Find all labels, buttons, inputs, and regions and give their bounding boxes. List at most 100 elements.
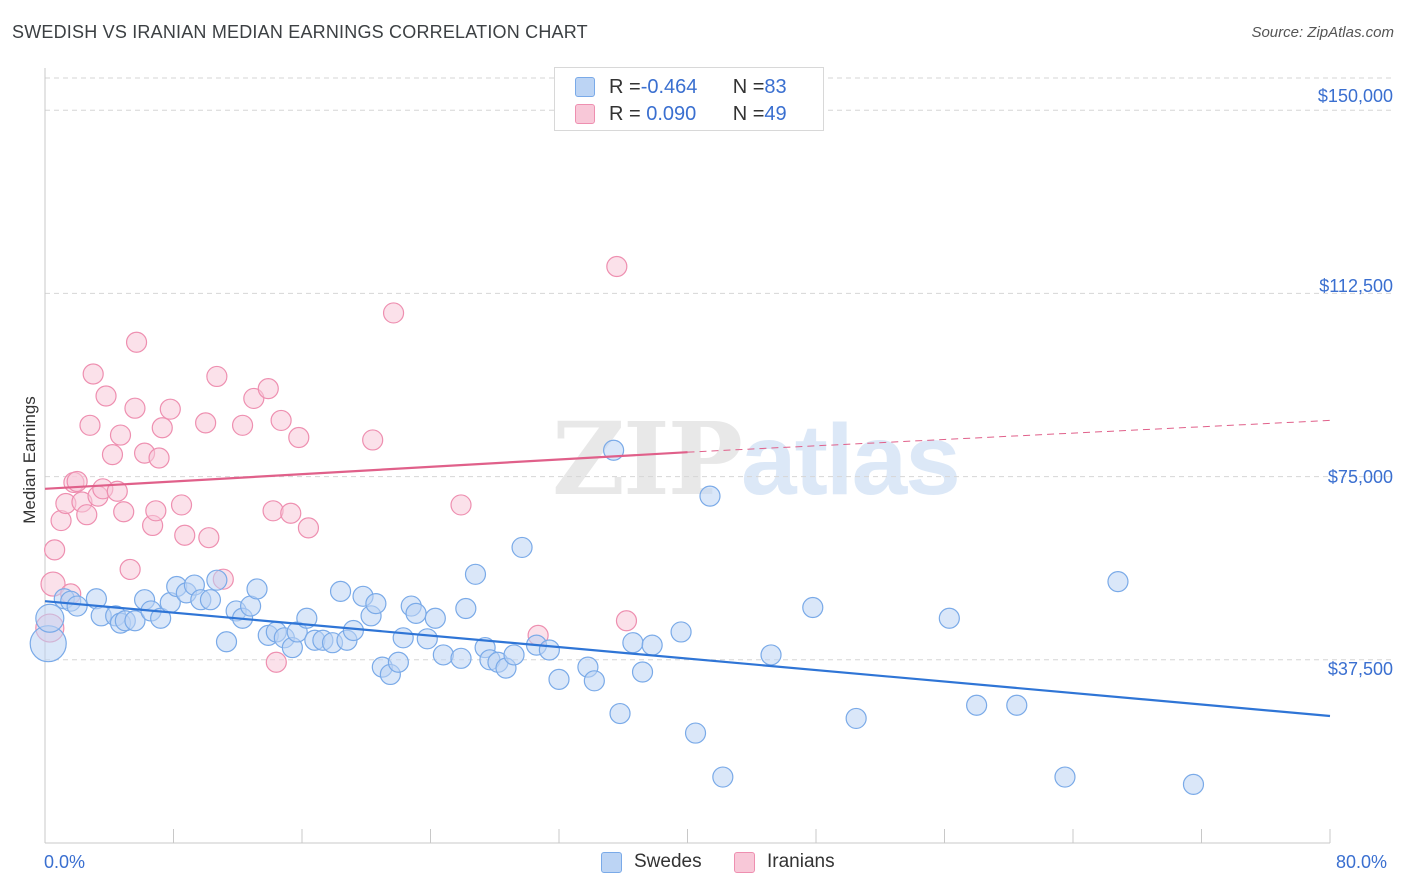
point-iranians — [382, 302, 405, 324]
point-swedes — [1107, 571, 1129, 593]
point-iranians — [170, 494, 193, 516]
point-iranians — [159, 398, 181, 420]
point-iranians — [615, 610, 638, 632]
legend-label-swedes: Swedes — [634, 851, 702, 872]
source-label: Source: ZipAtlas.com — [1251, 24, 1394, 41]
legend-row-swedes: R = -0.464 N = 83 — [575, 74, 787, 100]
point-iranians — [151, 417, 173, 439]
point-iranians — [206, 365, 228, 388]
point-swedes — [938, 607, 960, 629]
r-label: R = — [609, 75, 641, 98]
point-iranians — [66, 470, 88, 493]
point-swedes — [387, 651, 409, 673]
point-swedes — [206, 569, 228, 591]
point-iranians — [125, 331, 148, 353]
point-iranians — [101, 444, 124, 466]
point-iranians — [82, 363, 104, 385]
x-tick-label-max: 80.0% — [1336, 852, 1388, 872]
point-iranians — [288, 426, 310, 449]
point-swedes — [35, 603, 65, 633]
n-label: N = — [732, 102, 765, 125]
point-swedes — [150, 607, 172, 629]
legend-label-iranians: Iranians — [767, 851, 835, 872]
point-iranians — [231, 414, 254, 436]
point-iranians — [109, 424, 132, 446]
point-swedes — [684, 722, 707, 744]
point-iranians — [280, 502, 302, 524]
point-iranians — [606, 255, 628, 278]
point-swedes — [760, 644, 782, 666]
y-tick-label: $112,500 — [1319, 276, 1393, 296]
bottom-legend: Swedes Iranians — [0, 851, 1406, 877]
legend-row-iranians: R = 0.090 N = 49 — [575, 101, 787, 127]
point-swedes — [538, 639, 560, 661]
point-swedes — [511, 536, 533, 559]
point-iranians — [362, 429, 384, 451]
point-swedes — [622, 632, 644, 654]
point-swedes — [455, 597, 477, 620]
point-swedes — [583, 670, 605, 692]
point-iranians — [95, 385, 117, 407]
x-tick-label-min: 0.0% — [44, 852, 86, 872]
point-iranians — [262, 500, 284, 522]
point-iranians — [76, 504, 98, 526]
point-swedes — [631, 661, 654, 683]
legend-swatch-swedes — [601, 851, 622, 873]
point-iranians — [145, 500, 167, 522]
y-tick-label: $37,500 — [1327, 659, 1393, 679]
legend-item-iranians: Iranians — [734, 851, 835, 873]
point-swedes — [609, 702, 631, 725]
point-swedes — [845, 707, 867, 730]
y-tick-label: $75,000 — [1327, 467, 1393, 487]
point-swedes — [365, 593, 387, 615]
n-value-iranians: 49 — [764, 102, 787, 125]
point-swedes — [1054, 766, 1076, 788]
point-swedes — [699, 485, 721, 507]
point-swedes — [124, 610, 146, 632]
swatch-swedes — [575, 77, 595, 97]
point-iranians — [270, 409, 292, 432]
legend-swatch-iranians — [734, 851, 755, 873]
point-iranians — [198, 527, 220, 549]
point-iranians — [124, 397, 146, 419]
trend-line-swedes — [44, 600, 1331, 718]
point-iranians — [113, 501, 135, 523]
point-swedes — [424, 607, 446, 629]
point-swedes — [712, 766, 734, 788]
point-swedes — [548, 668, 570, 690]
point-iranians — [450, 494, 472, 516]
r-value-swedes: -0.464 — [640, 75, 698, 98]
y-tick-label: $150,000 — [1317, 86, 1393, 106]
point-swedes — [246, 578, 268, 600]
point-swedes — [416, 628, 438, 650]
n-value-swedes: 83 — [764, 75, 787, 98]
point-iranians — [297, 517, 320, 539]
trend-line-iranians-extension — [687, 419, 1331, 453]
point-swedes — [66, 595, 88, 617]
r-value-iranians: 0.090 — [640, 102, 697, 125]
point-swedes — [464, 563, 487, 585]
point-iranians — [148, 447, 170, 469]
point-swedes — [670, 621, 692, 643]
point-swedes — [1182, 773, 1205, 795]
point-iranians — [265, 651, 287, 673]
point-iranians — [106, 480, 128, 502]
point-swedes — [215, 631, 238, 653]
point-swedes — [1006, 694, 1028, 716]
point-swedes — [432, 644, 454, 666]
swatch-iranians — [575, 104, 595, 124]
point-swedes — [641, 634, 663, 656]
chart-title: SWEDISH VS IRANIAN MEDIAN EARNINGS CORRE… — [12, 22, 588, 42]
point-swedes — [342, 619, 364, 642]
point-iranians — [119, 558, 141, 581]
point-iranians — [195, 412, 217, 434]
point-swedes — [199, 589, 222, 611]
r-label: R = — [609, 102, 641, 125]
point-swedes — [966, 694, 988, 716]
point-swedes — [405, 602, 427, 624]
point-swedes — [329, 580, 352, 603]
point-swedes — [392, 627, 414, 649]
point-swedes — [450, 647, 472, 669]
point-iranians — [79, 414, 101, 436]
